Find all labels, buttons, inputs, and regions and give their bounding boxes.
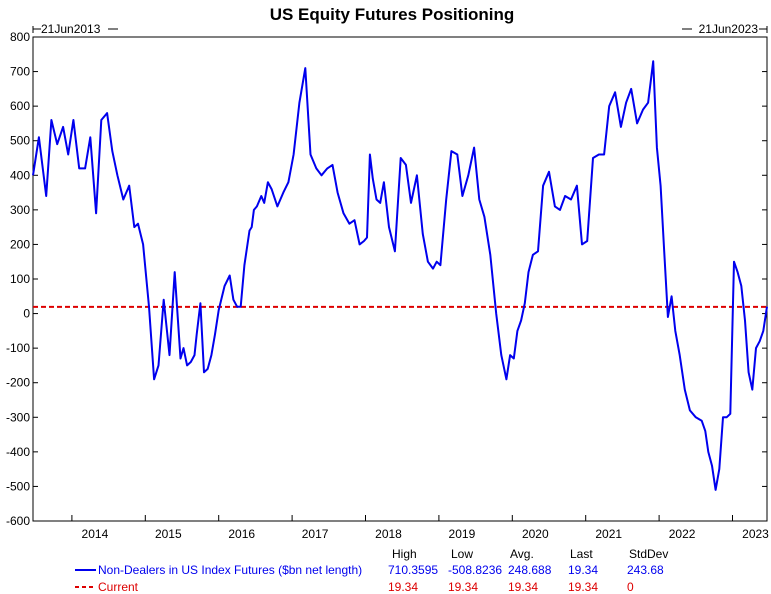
y-tick-label: 600	[10, 99, 30, 113]
y-tick-label: -300	[6, 410, 30, 424]
end-date-marker: 21Jun2023	[682, 22, 768, 36]
stat-last-series: 19.34	[568, 563, 598, 577]
y-tick-label: -500	[6, 479, 30, 493]
y-tick-label: 100	[10, 272, 30, 286]
x-tick-label: 2019	[449, 527, 476, 541]
y-axis: 800 700 600 500 400 300 200 100 0 -100 -200 -300 -40…	[6, 30, 767, 528]
stat-header-low: Low	[451, 547, 473, 561]
legend-label-series: Non-Dealers in US Index Futures ($bn net…	[98, 563, 362, 577]
y-tick-label: -600	[6, 514, 30, 528]
y-tick-label: 800	[10, 30, 30, 44]
stat-last-current: 19.34	[568, 580, 598, 594]
end-date-label: 21Jun2023	[699, 22, 759, 36]
plot-frame	[32, 36, 768, 522]
stat-high-current: 19.34	[388, 580, 418, 594]
x-tick-label: 2022	[669, 527, 696, 541]
y-tick-label: -100	[6, 341, 30, 355]
stat-avg-current: 19.34	[508, 580, 538, 594]
y-tick-label: 700	[10, 65, 30, 79]
stat-header-avg: Avg.	[510, 547, 534, 561]
y-tick-label: 0	[23, 307, 30, 321]
x-tick-label: 2017	[302, 527, 329, 541]
stat-low-series: -508.8236	[448, 563, 502, 577]
legend: High Low Avg. Last StdDev Non-Dealers in…	[75, 547, 668, 594]
legend-label-current: Current	[98, 580, 139, 594]
x-tick-label: 2023	[742, 527, 769, 541]
chart-title: US Equity Futures Positioning	[270, 5, 515, 24]
y-tick-label: 400	[10, 168, 30, 182]
y-tick-label: -400	[6, 445, 30, 459]
y-tick-label: -200	[6, 376, 30, 390]
stat-stddev-series: 243.68	[627, 563, 664, 577]
x-tick-label: 2020	[522, 527, 549, 541]
y-tick-label: 200	[10, 237, 30, 251]
x-tick-label: 2021	[595, 527, 622, 541]
stat-low-current: 19.34	[448, 580, 478, 594]
x-tick-label: 2016	[228, 527, 255, 541]
y-tick-label: 500	[10, 134, 30, 148]
x-axis: 2014 2015 2016 2017 2018 2019 2020 2021 2022 2023	[71, 515, 769, 541]
stat-header-last: Last	[570, 547, 593, 561]
stat-header-stddev: StdDev	[629, 547, 668, 561]
x-tick-label: 2018	[375, 527, 402, 541]
x-tick-label: 2014	[82, 527, 109, 541]
series-line	[32, 60, 768, 491]
stat-high-series: 710.3595	[388, 563, 438, 577]
series-layer	[32, 60, 768, 491]
start-date-marker: 21Jun2013	[32, 22, 118, 36]
stat-avg-series: 248.688	[508, 563, 552, 577]
stat-header-high: High	[392, 547, 417, 561]
start-date-label: 21Jun2013	[41, 22, 101, 36]
stat-stddev-current: 0	[627, 580, 634, 594]
x-tick-label: 2015	[155, 527, 182, 541]
y-tick-label: 300	[10, 203, 30, 217]
